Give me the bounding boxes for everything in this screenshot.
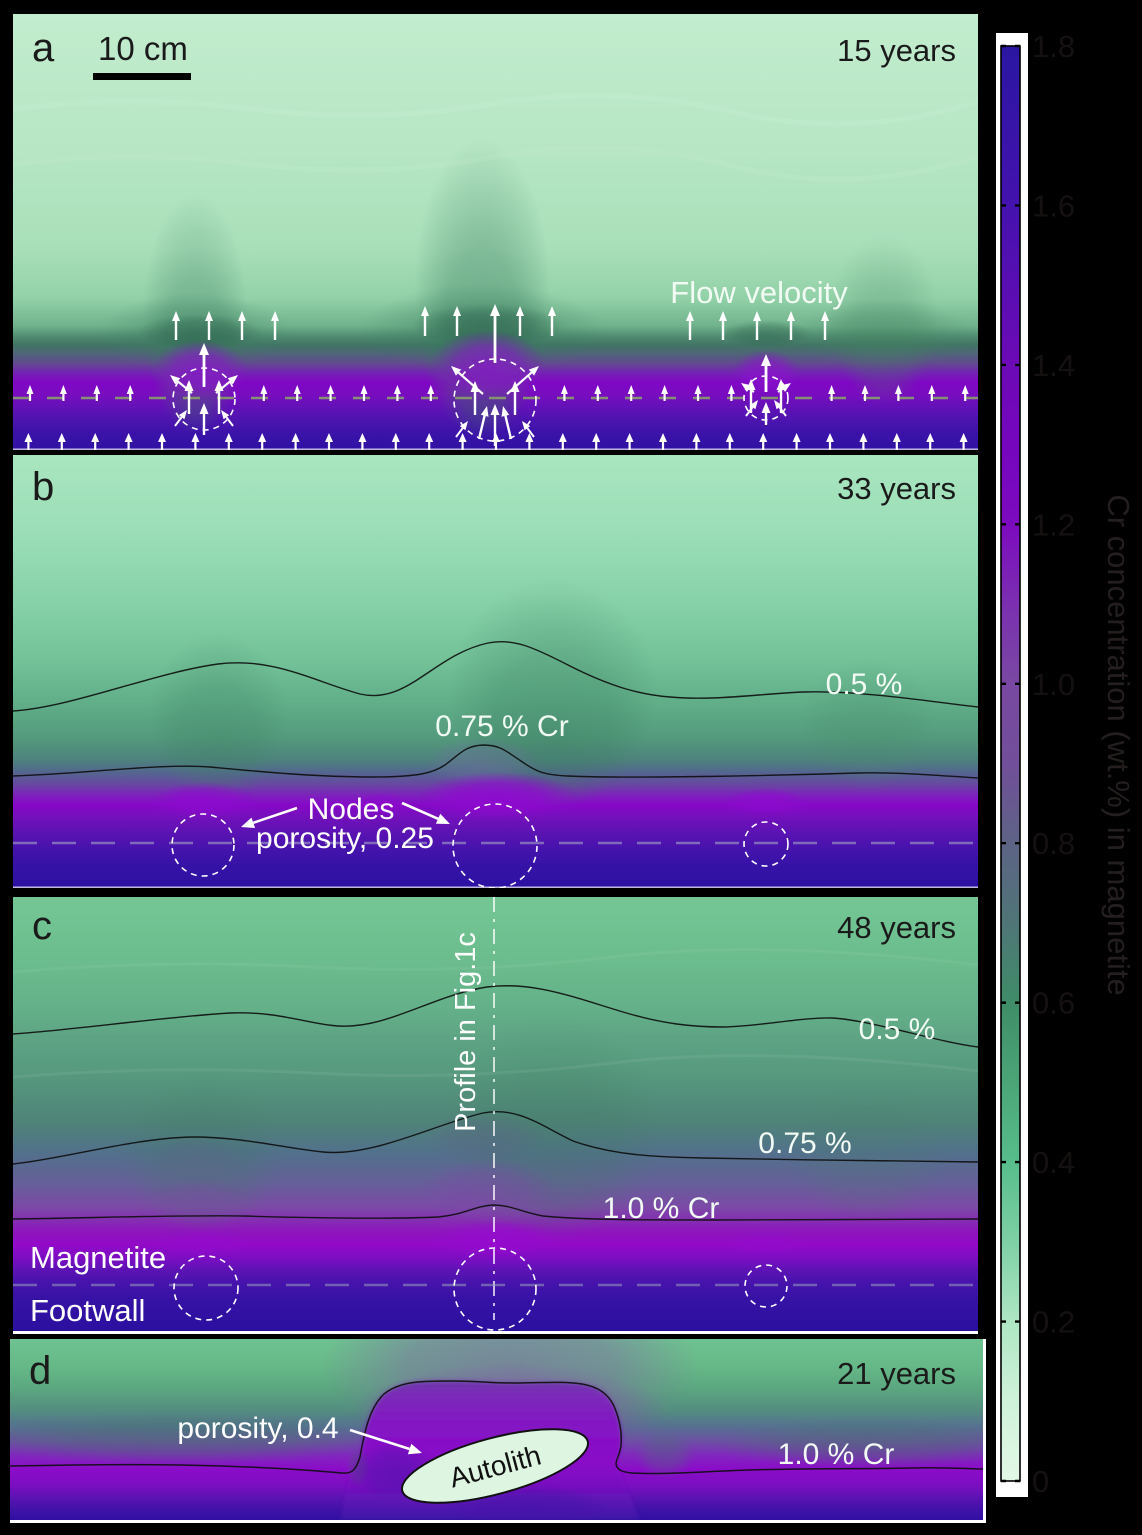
svg-text:Profile in Fig.1c: Profile in Fig.1c xyxy=(450,932,482,1132)
svg-text:Flow velocity: Flow velocity xyxy=(670,275,848,310)
svg-text:1.2: 1.2 xyxy=(1032,507,1075,542)
svg-text:Nodes: Nodes xyxy=(308,793,395,826)
svg-text:15 years: 15 years xyxy=(837,33,956,68)
svg-text:10 cm: 10 cm xyxy=(98,30,188,67)
svg-text:1.8: 1.8 xyxy=(1032,29,1075,64)
svg-text:0.75 % Cr: 0.75 % Cr xyxy=(435,710,568,743)
svg-text:porosity, 0.4: porosity, 0.4 xyxy=(177,1412,338,1445)
svg-text:0.5 %: 0.5 % xyxy=(826,668,903,701)
svg-text:0.5 %: 0.5 % xyxy=(859,1013,936,1046)
svg-text:1.0: 1.0 xyxy=(1032,667,1075,702)
svg-text:1.6: 1.6 xyxy=(1032,188,1075,223)
svg-text:21 years: 21 years xyxy=(837,1356,956,1391)
svg-text:1.4: 1.4 xyxy=(1032,348,1075,383)
svg-text:0.4: 0.4 xyxy=(1032,1145,1075,1180)
svg-text:c: c xyxy=(32,904,52,948)
svg-text:0.2: 0.2 xyxy=(1032,1305,1075,1340)
svg-text:porosity, 0.25: porosity, 0.25 xyxy=(256,822,434,855)
svg-text:0.8: 0.8 xyxy=(1032,826,1075,861)
svg-text:Magnetite: Magnetite xyxy=(30,1240,166,1275)
svg-text:0.75 %: 0.75 % xyxy=(758,1127,851,1160)
svg-text:1.0 % Cr: 1.0 % Cr xyxy=(603,1192,720,1225)
svg-text:0.6: 0.6 xyxy=(1032,986,1075,1021)
svg-text:d: d xyxy=(29,1349,51,1393)
svg-text:33 years: 33 years xyxy=(837,471,956,506)
svg-text:Cr concentration (wt.%) in mag: Cr concentration (wt.%) in magnetite xyxy=(1101,494,1136,995)
svg-text:b: b xyxy=(32,465,54,509)
svg-text:a: a xyxy=(32,26,55,70)
svg-text:1.0 % Cr: 1.0 % Cr xyxy=(778,1438,895,1471)
svg-text:Footwall: Footwall xyxy=(30,1293,145,1328)
svg-text:48 years: 48 years xyxy=(837,910,956,945)
svg-text:0: 0 xyxy=(1032,1464,1049,1499)
